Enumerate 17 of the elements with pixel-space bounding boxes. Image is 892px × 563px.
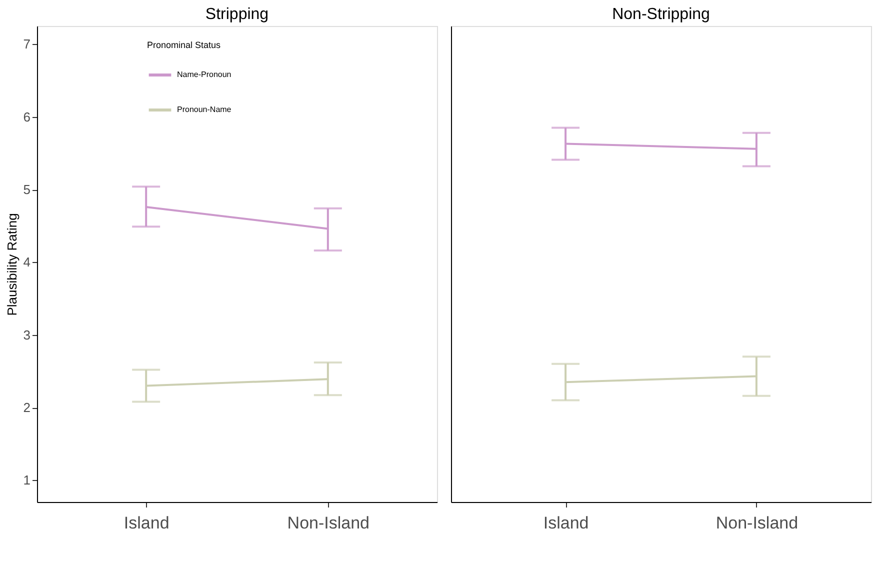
legend-label: Pronoun-Name bbox=[177, 105, 232, 114]
y-tick-label: 7 bbox=[23, 36, 30, 52]
y-axis-title: Plausibility Rating bbox=[4, 213, 20, 316]
chart-title: Non-Stripping bbox=[612, 6, 710, 23]
y-tick-label: 3 bbox=[23, 327, 30, 342]
y-tick-label: 2 bbox=[23, 400, 30, 416]
y-tick-label: 1 bbox=[23, 472, 30, 488]
x-tick-label: Island bbox=[543, 514, 589, 532]
chart-title: Stripping bbox=[205, 6, 269, 23]
legend-title: Pronominal Status bbox=[147, 40, 222, 50]
x-tick-label: Non-Island bbox=[716, 514, 798, 532]
legend-label: Name-Pronoun bbox=[177, 70, 232, 79]
y-tick-label: 6 bbox=[23, 109, 30, 124]
y-tick-label: 4 bbox=[23, 254, 30, 270]
x-tick-label: Non-Island bbox=[287, 514, 370, 532]
y-tick-label: 5 bbox=[23, 182, 30, 198]
x-tick-label: Island bbox=[124, 514, 170, 532]
